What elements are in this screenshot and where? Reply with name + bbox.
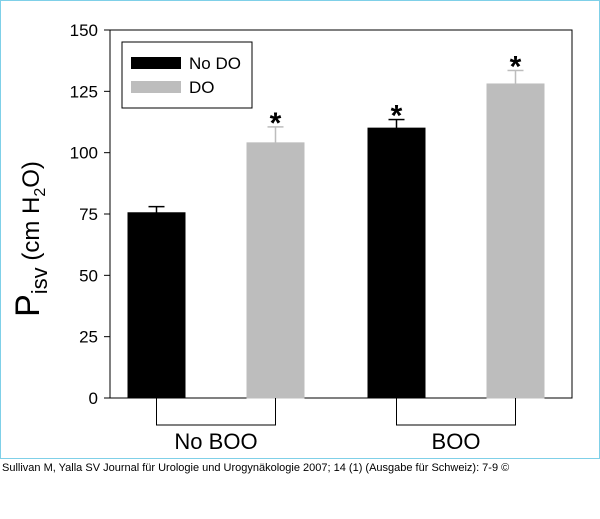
bar: [246, 142, 305, 399]
bar: [127, 212, 186, 399]
significance-marker: *: [510, 50, 522, 83]
y-axis-label-unit: (cm H: [18, 197, 45, 268]
y-axis-label-unit-end: O): [18, 161, 45, 188]
legend-box: [121, 41, 253, 109]
bar-chart: 0 25 50 75 100 125 150 * No BOO * * BOO No DO DO Pisv…: [9, 21, 573, 454]
y-tick-label: 125: [70, 82, 98, 101]
y-axis-label-main: P: [9, 294, 47, 317]
x-group-label: No BOO: [174, 429, 257, 454]
bar: [486, 83, 545, 399]
group-bracket: [156, 398, 276, 426]
significance-marker: *: [391, 100, 403, 133]
y-tick-label: 0: [89, 389, 98, 408]
figure-frame: 0 25 50 75 100 125 150 * No BOO * * BOO No DO DO Pisv…: [0, 0, 600, 459]
y-axis-label-sub: isv: [27, 267, 52, 294]
legend-label: DO: [189, 78, 215, 97]
y-tick-label: 100: [70, 144, 98, 163]
group-bracket: [396, 398, 516, 426]
legend-swatch: [131, 81, 181, 93]
legend-label: No DO: [189, 54, 241, 73]
legend-swatch: [131, 57, 181, 69]
y-tick-label: 25: [79, 328, 98, 347]
y-tick-label: 50: [79, 266, 98, 285]
y-axis-label-unit-sub: 2: [32, 188, 49, 197]
y-axis-label: Pisv (cm H2O): [9, 161, 52, 317]
bar: [367, 127, 426, 399]
x-group-label: BOO: [432, 429, 481, 454]
significance-marker: *: [270, 107, 282, 140]
source-caption: Sullivan M, Yalla SV Journal für Urologi…: [2, 462, 510, 474]
y-tick-label: 75: [79, 205, 98, 224]
plot-area: 0 25 50 75 100 125 150 * No BOO * * BOO No DO DO: [70, 21, 573, 454]
y-tick-label: 150: [70, 21, 98, 40]
